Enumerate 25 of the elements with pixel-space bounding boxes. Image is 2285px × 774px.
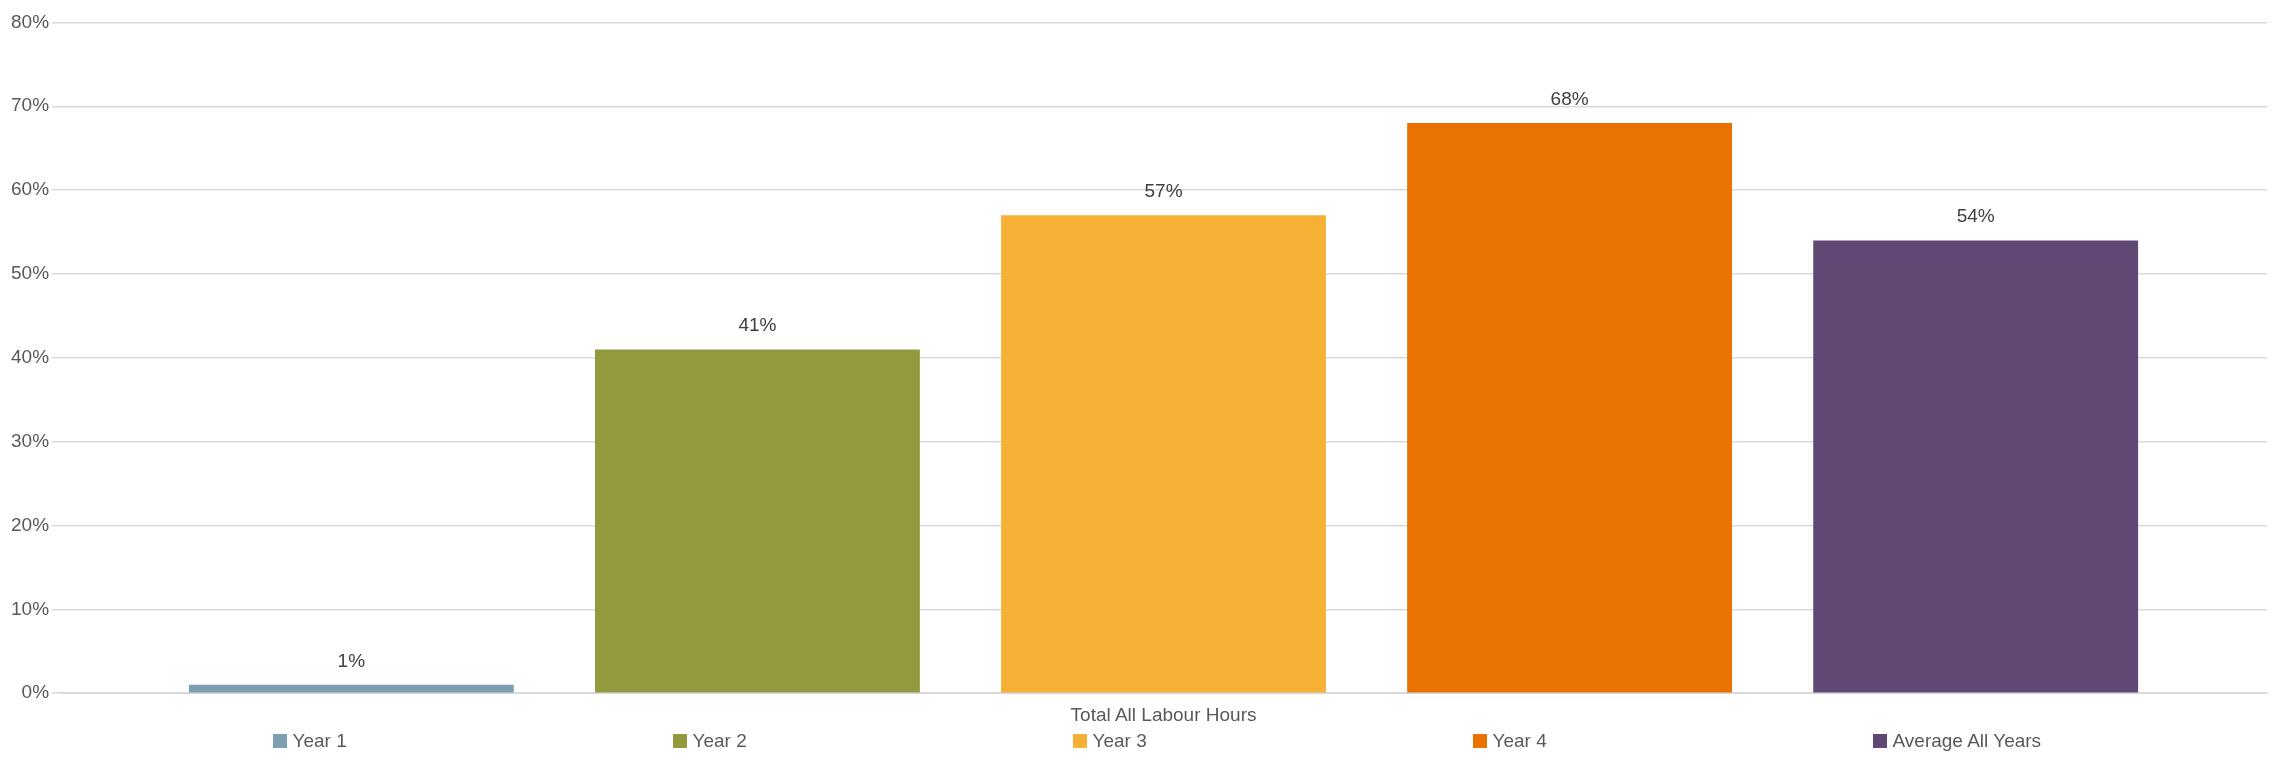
data-label: 57% xyxy=(1144,179,1183,201)
data-label: 54% xyxy=(1956,205,1995,227)
y-tick-label: 70% xyxy=(11,94,50,116)
bar xyxy=(188,684,514,693)
bar xyxy=(1001,215,1326,693)
x-tick-label: Total All Labour Hours xyxy=(1070,703,1257,725)
legend-label: Year 1 xyxy=(292,730,347,752)
legend-label: Year 3 xyxy=(1092,730,1147,752)
y-tick-label: 10% xyxy=(11,597,50,619)
y-tick-label: 40% xyxy=(11,346,50,368)
bar xyxy=(1813,240,2139,693)
y-tick-label: 60% xyxy=(11,178,50,200)
y-tick-label: 50% xyxy=(11,262,50,284)
y-tick-label: 20% xyxy=(11,513,50,535)
data-label: 68% xyxy=(1550,87,1589,109)
data-label: 41% xyxy=(738,314,777,336)
y-tick-label: 30% xyxy=(11,429,50,451)
bar xyxy=(595,349,920,693)
legend-label: Year 4 xyxy=(1492,730,1547,752)
y-tick-label: 80% xyxy=(11,10,50,32)
data-label: 1% xyxy=(337,649,366,671)
y-tick-label: 0% xyxy=(21,681,50,703)
legend-label: Average All Years xyxy=(1892,730,2042,752)
legend-label: Year 2 xyxy=(692,730,747,752)
bar xyxy=(1407,123,1733,693)
